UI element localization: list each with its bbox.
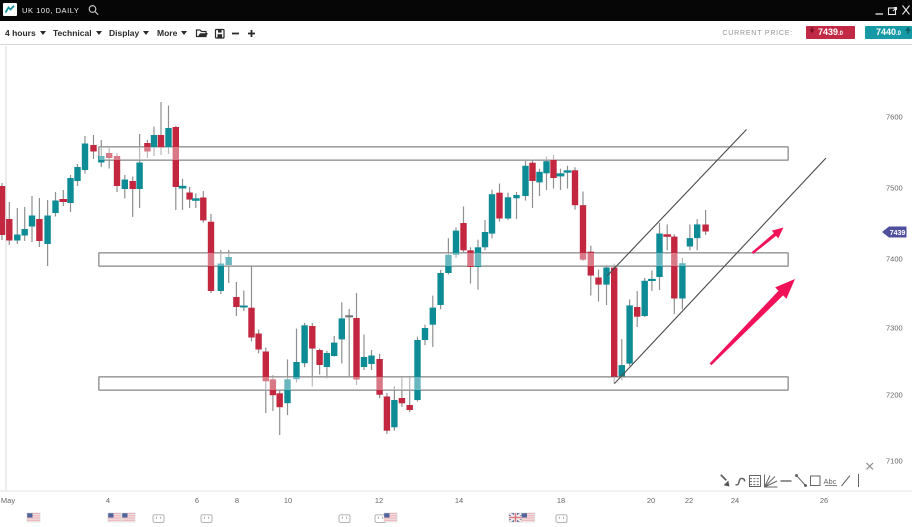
svg-text:12: 12 — [375, 496, 383, 505]
svg-text:7200: 7200 — [886, 391, 903, 400]
svg-text:26: 26 — [820, 496, 828, 505]
svg-text:7439: 7439 — [890, 230, 906, 237]
svg-text:24: 24 — [731, 496, 739, 505]
svg-text:7500: 7500 — [886, 184, 903, 193]
svg-text:7400: 7400 — [886, 255, 903, 264]
svg-text:7300: 7300 — [886, 324, 903, 333]
svg-text:4: 4 — [106, 496, 110, 505]
svg-text:7600: 7600 — [886, 113, 903, 122]
svg-text:Abc: Abc — [824, 477, 837, 486]
svg-text:14: 14 — [455, 496, 463, 505]
svg-text:18: 18 — [557, 496, 565, 505]
svg-text:7100: 7100 — [886, 457, 903, 466]
svg-text:May: May — [1, 496, 15, 505]
svg-text:22: 22 — [685, 496, 693, 505]
svg-text:6: 6 — [195, 496, 199, 505]
svg-text:20: 20 — [647, 496, 655, 505]
svg-text:8: 8 — [235, 496, 239, 505]
svg-text:10: 10 — [284, 496, 292, 505]
